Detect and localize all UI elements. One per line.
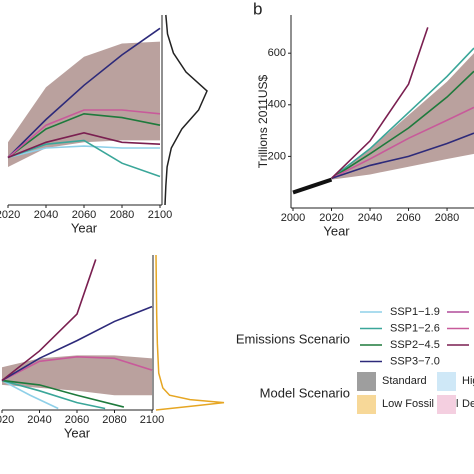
x-tick-label: 2020 xyxy=(319,212,343,224)
series-line xyxy=(7,131,161,159)
x-axis-title: Year xyxy=(323,223,350,238)
legend-label: SSP2−4.5 xyxy=(390,339,440,351)
legend-label: Standard xyxy=(382,375,427,387)
y-tick-label: 400 xyxy=(268,99,286,111)
legend-label: SSP3−7.0 xyxy=(390,355,440,367)
band xyxy=(331,53,474,180)
y-tick-label: 200 xyxy=(268,150,286,162)
legend-swatch xyxy=(437,395,456,414)
x-axis-title: Year xyxy=(64,425,91,440)
legend-swatch xyxy=(357,372,376,391)
series-line xyxy=(1,379,59,410)
density-curve xyxy=(164,14,208,206)
legend-title: Model Scenario xyxy=(260,385,350,400)
series-line xyxy=(1,379,106,410)
series-line xyxy=(7,109,161,159)
series-line xyxy=(331,106,474,180)
legend-title: Emissions Scenario xyxy=(236,331,350,346)
x-tick-label: 2060 xyxy=(72,209,96,221)
series-line xyxy=(7,27,161,159)
x-tick-label: 2080 xyxy=(110,209,134,221)
y-axis-title: Trillions 2011US$ xyxy=(256,74,270,168)
band xyxy=(8,41,160,167)
x-tick-label: 2100 xyxy=(148,209,172,221)
legend-swatch xyxy=(357,395,376,414)
x-tick-label: 2040 xyxy=(358,212,382,224)
x-tick-label: 2040 xyxy=(34,209,58,221)
x-tick-label: 2020 xyxy=(0,209,20,221)
y-tick-label: 600 xyxy=(268,47,286,59)
history-line xyxy=(292,177,333,195)
x-tick-label: 2100 xyxy=(140,414,164,426)
legend-label: SSP1−1.9 xyxy=(390,306,440,318)
x-axis-title: Year xyxy=(71,220,98,235)
series-line xyxy=(1,259,97,382)
series-line xyxy=(1,356,153,382)
x-tick-label: 2040 xyxy=(27,414,51,426)
series-line xyxy=(7,145,160,159)
legend-label: Hig xyxy=(462,375,474,387)
series-line xyxy=(331,47,474,179)
legend-label: De xyxy=(462,398,474,410)
series-line xyxy=(1,305,153,382)
x-tick-label: 2000 xyxy=(281,212,305,224)
legend-swatch xyxy=(437,372,456,391)
band xyxy=(2,355,152,396)
x-tick-label: 2080 xyxy=(435,212,459,224)
series-line xyxy=(331,132,474,180)
series-line xyxy=(330,27,429,179)
x-tick-label: 2080 xyxy=(102,414,126,426)
series-line xyxy=(7,112,161,159)
series-line xyxy=(331,70,474,180)
x-tick-label: 2020 xyxy=(0,414,14,426)
density-curve xyxy=(155,254,225,411)
series-line xyxy=(1,379,125,408)
legend-label: SSP1−2.6 xyxy=(390,322,440,334)
x-tick-label: 2060 xyxy=(65,414,89,426)
x-tick-label: 2060 xyxy=(396,212,420,224)
series-line xyxy=(7,139,161,178)
panel-label: b xyxy=(253,0,262,18)
